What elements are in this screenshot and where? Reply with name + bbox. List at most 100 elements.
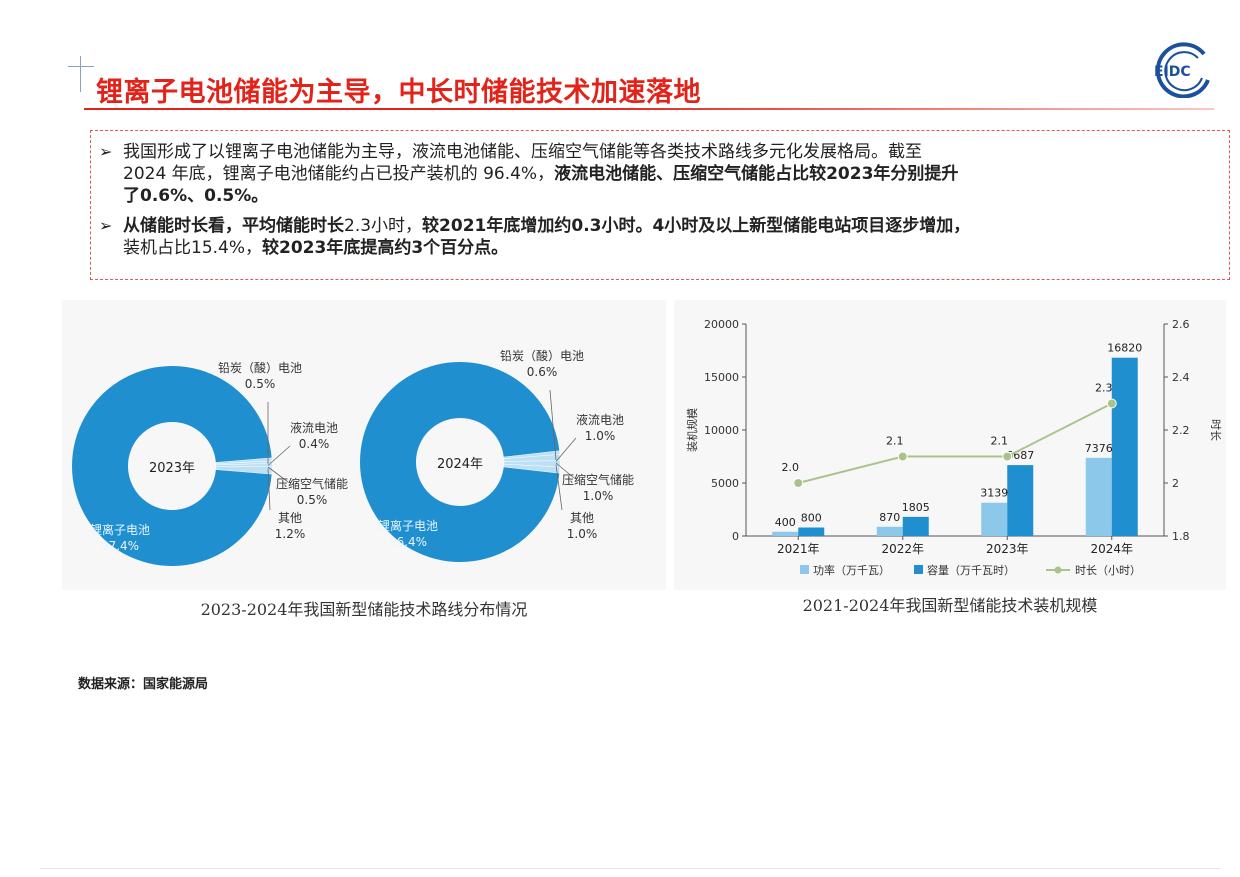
- bar-value-label: 1805: [902, 501, 930, 514]
- bar-value-label: 400: [775, 516, 796, 529]
- slice-name-label: 压缩空气储能: [562, 472, 634, 487]
- summary-box: ➢ 我国形成了以锂离子电池储能为主导，液流电池储能、压缩空气储能等各类技术路线多元…: [90, 130, 1230, 280]
- legend-swatch-power: [800, 565, 809, 574]
- x-tick-label: 2024年: [1090, 542, 1133, 556]
- bullet-text: 2.3小时，: [344, 216, 423, 236]
- slice-name-label: 其他: [570, 511, 594, 525]
- y2-tick-label: 1.8: [1172, 530, 1190, 543]
- y2-axis-label: 时长: [1209, 419, 1222, 441]
- legend-label: 功率（万千瓦）: [813, 563, 890, 577]
- slice-name-label: 液流电池: [576, 412, 624, 427]
- bar-capacity: [798, 527, 825, 536]
- bullet-text-bold: 较2021年底增加约0.3小时。4小时及以上新型储能电站项目逐步增加，: [422, 216, 971, 236]
- leader-line: [267, 468, 271, 511]
- slice-value-label: 0.4%: [299, 437, 330, 451]
- y2-tick-label: 2.4: [1172, 371, 1190, 384]
- bar-value-label: 870: [879, 511, 900, 524]
- legend-swatch-duration-dot: [1054, 566, 1062, 574]
- bullet-text: 我国形成了以锂离子电池储能为主导，液流电池储能、压缩空气储能等各类技术路线多元化…: [123, 142, 922, 162]
- bar-power: [772, 531, 799, 536]
- bullet-text: 2024 年底，锂离子电池储能约占已投产装机的 96.4%，: [123, 164, 555, 184]
- bar-value-label: 7376: [1085, 442, 1113, 455]
- decorative-line: [68, 66, 94, 67]
- slice-name-label: 压缩空气储能: [276, 476, 348, 491]
- duration-point: [897, 451, 908, 462]
- duration-value-label: 2.1: [886, 435, 904, 448]
- duration-point: [1106, 398, 1117, 409]
- donut-slice: [503, 464, 561, 474]
- y2-tick-label: 2.6: [1172, 318, 1190, 331]
- slice-value-label: 1.2%: [275, 527, 306, 541]
- slice-value-label: 0.5%: [245, 377, 276, 391]
- donut-chart-panel: 2023年 铅炭（酸）电池 0.5% 液流电池 0.4% 压缩空气储能 0.5% 其他 1.2%…: [62, 300, 666, 590]
- x-tick-label: 2021年: [777, 542, 820, 556]
- donut-slice: [71, 366, 272, 566]
- arrow-bullet-icon: ➢: [99, 216, 113, 235]
- donut-chart-caption: 2023-2024年我国新型储能技术路线分布情况: [200, 600, 528, 619]
- bar-power: [981, 502, 1008, 536]
- bullet-text: 装机占比15.4%，: [123, 238, 263, 258]
- leader-line: [555, 437, 577, 462]
- bar-chart-caption: 2021-2024年我国新型储能技术装机规模: [802, 596, 1098, 615]
- leader-line: [555, 464, 563, 511]
- bar-capacity: [902, 516, 929, 536]
- donut-slice: [215, 466, 273, 475]
- leader-line: [267, 466, 289, 483]
- bullet-point: ➢ 我国形成了以锂离子电池储能为主导，液流电池储能、压缩空气储能等各类技术路线多元…: [99, 141, 1219, 207]
- duration-value-label: 2.1: [991, 435, 1009, 448]
- slice-value-label: 1.0%: [583, 489, 614, 503]
- x-tick-label: 2023年: [986, 542, 1029, 556]
- bar-capacity: [1007, 465, 1034, 536]
- arrow-bullet-icon: ➢: [99, 142, 113, 161]
- bullet-text-bold: 了0.6%、0.5%。: [123, 186, 269, 206]
- slice-name-label: 铅炭（酸）电池: [500, 348, 584, 363]
- bar-chart-panel: 0 5000 10000 15000 20000 1.8 2 2.2 2.4 2.6 装机规模 时长 4…: [674, 300, 1226, 590]
- x-tick-label: 2022年: [881, 542, 924, 556]
- duration-value-label: 2.0: [782, 461, 800, 474]
- y2-tick-label: 2: [1172, 477, 1179, 490]
- leader-line: [267, 445, 291, 466]
- slice-name-label: 其他: [278, 511, 302, 525]
- slice-value-label: 97.4%: [101, 539, 139, 553]
- y-tick-label: 10000: [704, 424, 739, 437]
- slice-value-label: 96.4%: [389, 535, 427, 549]
- legend-label: 时长（小时）: [1075, 564, 1141, 577]
- legend-swatch-capacity: [914, 565, 923, 574]
- donut-center-label: 2023年: [149, 461, 195, 476]
- bar-line-chart: 0 5000 10000 15000 20000 1.8 2 2.2 2.4 2.6 装机规模 时长 4…: [685, 318, 1222, 577]
- duration-line: [798, 402, 1113, 484]
- donut-slice: [360, 362, 560, 562]
- bar-value-label: 16820: [1107, 342, 1142, 355]
- bullet-point: ➢ 从储能时长看，平均储能时长2.3小时，较2021年底增加约0.3小时。4小时及…: [99, 215, 1219, 259]
- bar-power: [1085, 457, 1112, 536]
- slice-value-label: 0.6%: [527, 365, 558, 379]
- duration-point: [793, 478, 804, 488]
- y2-tick-label: 2.2: [1172, 424, 1190, 437]
- slice-name-label: 铅炭（酸）电池: [218, 360, 302, 375]
- y-tick-label: 20000: [704, 318, 739, 331]
- page-title: 锂离子电池储能为主导，中长时储能技术加速落地: [96, 77, 701, 108]
- duration-point: [1002, 451, 1013, 462]
- eidc-logo: EIDC: [1154, 42, 1210, 98]
- footer-divider: [40, 868, 1220, 869]
- title-underline: [84, 108, 1214, 110]
- data-source: 数据来源：国家能源局: [78, 677, 209, 692]
- duration-value-label: 2.3: [1095, 382, 1113, 395]
- legend-label: 容量（万千瓦时）: [927, 563, 1015, 577]
- bullet-text-bold: 较2023年底提高约3个百分点。: [262, 238, 509, 258]
- bar-value-label: 800: [801, 512, 822, 525]
- y-tick-label: 5000: [711, 477, 739, 490]
- donut-charts: 2023年 铅炭（酸）电池 0.5% 液流电池 0.4% 压缩空气储能 0.5% 其他 1.2%…: [71, 348, 634, 566]
- logo-text: EIDC: [1154, 64, 1191, 80]
- bar-capacity: [1111, 357, 1138, 536]
- bar-value-label: 3139: [980, 487, 1008, 500]
- leader-line: [549, 389, 557, 461]
- bar-power: [876, 526, 903, 536]
- slice-value-label: 0.5%: [297, 493, 328, 507]
- slice-name-label: 液流电池: [290, 420, 338, 435]
- y-axis-label: 装机规模: [685, 408, 699, 452]
- slice-name-label: 锂离子电池: [90, 522, 150, 537]
- bullet-text-bold: 液流电池储能、压缩空气储能占比较2023年分别提升: [554, 164, 959, 184]
- leader-line: [555, 462, 575, 479]
- slice-value-label: 1.0%: [567, 527, 598, 541]
